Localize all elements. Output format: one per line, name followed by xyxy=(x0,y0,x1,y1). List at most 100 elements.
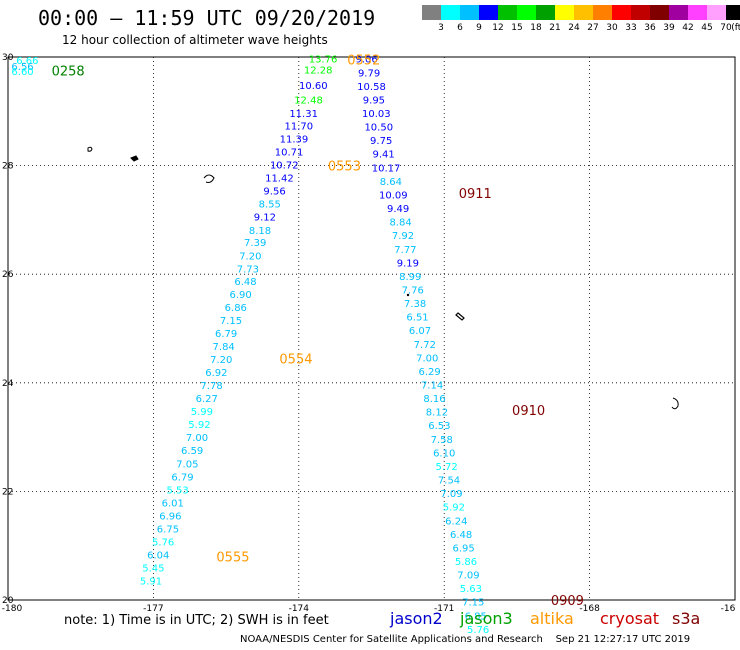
wave-height-label: 10.50 xyxy=(364,123,393,134)
wave-height-label: 6.10 xyxy=(433,448,455,459)
colorbar-swatch xyxy=(650,5,669,20)
credit-timestamp: Sep 21 12:27:17 UTC 2019 xyxy=(555,634,691,645)
wave-height-label: 10.03 xyxy=(362,109,391,120)
wave-height-label: 8.64 xyxy=(380,177,402,188)
wave-height-label: 7.14 xyxy=(421,381,443,392)
wave-height-label: 5.86 xyxy=(455,557,477,568)
wave-height-label: 13.76 xyxy=(309,55,338,66)
wave-height-label: 6.96 xyxy=(159,511,181,522)
wave-height-label: 6.48 xyxy=(450,530,472,541)
wave-height-label: 7.09 xyxy=(457,571,479,582)
lat-tick-label: 30 xyxy=(2,53,14,63)
wave-height-label: 5.76 xyxy=(467,625,489,636)
satellite-jason2: jason2 xyxy=(390,609,443,628)
colorbar-swatch xyxy=(631,5,650,20)
wave-height-label: 11.39 xyxy=(280,135,309,146)
lon-tick-label: -168 xyxy=(579,604,600,614)
island-shape xyxy=(406,293,410,297)
wave-height-label: 7.15 xyxy=(462,598,484,609)
colorbar-label: 36 xyxy=(644,23,656,33)
colorbar-swatch xyxy=(707,5,726,20)
colorbar-label: 45 xyxy=(701,23,713,33)
wave-height-label: 11.31 xyxy=(289,109,318,120)
island-shape xyxy=(455,312,465,321)
lat-tick-label: 26 xyxy=(2,270,14,280)
wave-height-label: 8.18 xyxy=(249,226,271,237)
colorbar-label: 21 xyxy=(549,23,561,33)
wave-height-label: 9.12 xyxy=(254,213,276,224)
lon-tick-label: -16 xyxy=(721,604,736,614)
colorbar-label: (ft) xyxy=(731,23,740,33)
wave-height-label: 6.04 xyxy=(147,550,169,561)
wave-height-label: 6.48 xyxy=(234,277,256,288)
wave-height-label: 7.38 xyxy=(404,299,426,310)
wave-height-label: 6.75 xyxy=(157,524,179,535)
colorbar-label: 39 xyxy=(663,23,675,33)
colorbar-label: 24 xyxy=(568,23,580,33)
pass-0909-label: 0909 xyxy=(551,594,584,609)
island-shape xyxy=(671,397,679,410)
wave-height-label: 6.29 xyxy=(419,367,441,378)
wave-height-label: 8.84 xyxy=(389,218,411,229)
wave-height-label: 9.95 xyxy=(363,95,385,106)
wave-height-label: 7.92 xyxy=(392,231,414,242)
wave-height-label: 7.05 xyxy=(176,459,198,470)
pass-0911-label: 0911 xyxy=(459,187,492,202)
wave-height-label: 6.92 xyxy=(205,368,227,379)
lon-tick-label: -177 xyxy=(143,604,163,614)
satellite-s3a: s3a xyxy=(672,609,701,628)
colorbar-swatch xyxy=(422,5,441,20)
wave-height-label: 7.54 xyxy=(438,476,460,487)
wave-height-label: 8.99 xyxy=(399,272,421,283)
colorbar-label: 9 xyxy=(476,23,482,33)
colorbar-swatch xyxy=(612,5,631,20)
wave-height-label: 5.63 xyxy=(460,584,482,595)
satellite-jason3: jason3 xyxy=(460,609,513,628)
colorbar-label: 18 xyxy=(530,23,542,33)
wave-height-label: 10.58 xyxy=(357,82,386,93)
wave-height-label: 6.27 xyxy=(196,394,218,405)
lat-tick-label: 22 xyxy=(2,487,13,497)
wave-height-label: 10.60 xyxy=(299,81,328,92)
wave-height-label: 7.77 xyxy=(394,245,416,256)
wave-height-label: 9.41 xyxy=(372,150,394,161)
wave-height-label: 8.55 xyxy=(259,200,281,211)
colorbar-swatch xyxy=(479,5,498,20)
credit-text: NOAA/NESDIS Center for Satellite Applica… xyxy=(240,634,543,645)
colorbar-swatch xyxy=(517,5,536,20)
wave-height-label: 7.20 xyxy=(239,251,261,262)
colorbar-swatch xyxy=(536,5,555,20)
wave-height-label: 6.01 xyxy=(162,498,184,509)
colorbar-label: 30 xyxy=(606,23,618,33)
colorbar-swatch xyxy=(726,5,740,20)
lat-tick-label: 20 xyxy=(2,596,14,606)
pass-0553-label: 0553 xyxy=(328,160,361,175)
page-subtitle: 12 hour collection of altimeter wave hei… xyxy=(62,33,328,47)
wave-height-label: 9.06 xyxy=(356,55,378,66)
colorbar-swatch xyxy=(498,5,517,20)
wave-height-label: 6.56 xyxy=(11,62,33,73)
wave-height-label: 8.12 xyxy=(426,408,448,419)
page-title: 00:00 – 11:59 UTC 09/20/2019 xyxy=(38,6,376,30)
colorbar-swatch xyxy=(669,5,688,20)
satellite-cryosat: cryosat xyxy=(600,609,660,628)
wave-height-label: 9.19 xyxy=(397,258,419,269)
wave-height-label: 6.59 xyxy=(181,446,203,457)
colorbar-swatch xyxy=(593,5,612,20)
wave-height-label: 6.07 xyxy=(409,326,431,337)
island-shape xyxy=(130,155,139,162)
colorbar-label: 70 xyxy=(720,23,732,33)
wave-height-label: 7.76 xyxy=(402,285,424,296)
colorbar-swatch xyxy=(460,5,479,20)
wave-height-label: 8.16 xyxy=(423,394,445,405)
wave-height-label: 6.60 xyxy=(11,67,33,78)
wave-height-label: 10.17 xyxy=(372,163,401,174)
colorbar-label: 12 xyxy=(492,23,504,33)
wave-height-label: 10.09 xyxy=(379,190,408,201)
wave-height-label: 7.58 xyxy=(431,435,453,446)
wave-height-label: 7.84 xyxy=(213,342,235,353)
wave-height-label: 6.79 xyxy=(171,472,193,483)
